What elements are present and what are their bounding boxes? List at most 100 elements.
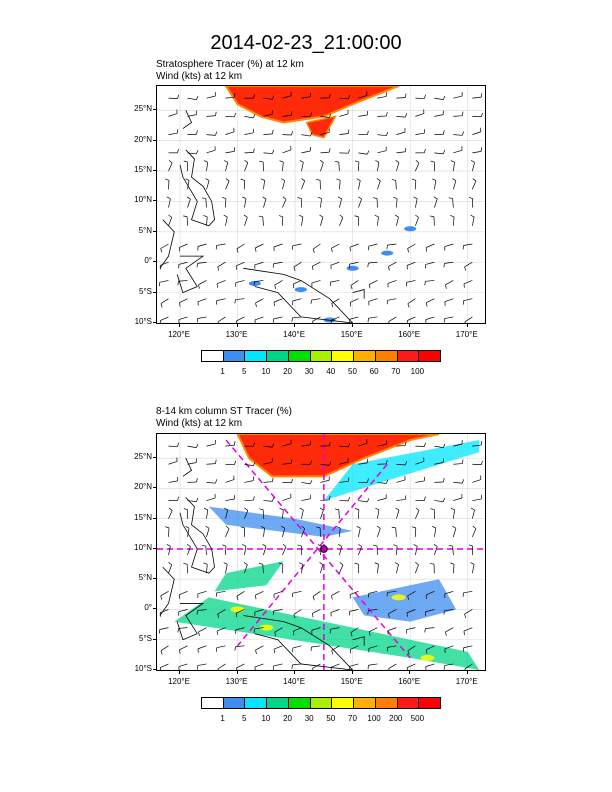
wind-barb-flag: [236, 320, 238, 323]
wind-barb: [179, 645, 188, 651]
wind-barb: [396, 499, 406, 501]
wind-barb: [244, 132, 254, 135]
wind-barb-flag: [272, 149, 275, 154]
wind-barb: [206, 115, 216, 117]
wind-barb: [320, 499, 330, 501]
wind-barb-flag: [480, 441, 483, 446]
wind-barb: [396, 198, 398, 208]
wind-barb-flag: [255, 302, 257, 307]
panel2-title-line2: Wind (kts) at 12 km: [156, 418, 243, 429]
x-tick-label: 170°E: [455, 330, 478, 339]
wind-barb: [301, 216, 304, 226]
y-tick-mark: [153, 200, 157, 202]
wind-barb-flag: [253, 281, 255, 286]
wind-barb: [330, 663, 340, 668]
wind-barb: [273, 609, 283, 612]
wind-barb-flag: [223, 562, 228, 565]
wind-barb: [434, 462, 444, 465]
wind-barb: [377, 162, 380, 172]
wind-barb: [339, 480, 349, 483]
wind-barb: [472, 528, 477, 538]
x-tick-label: 120°E: [168, 677, 190, 686]
wind-barb: [244, 217, 248, 226]
wind-barb-flag: [394, 214, 399, 218]
wind-barb: [339, 113, 349, 117]
wind-barb: [415, 198, 418, 208]
wind-barb-flag: [386, 592, 388, 597]
wind-barb-flag: [203, 215, 208, 218]
wind-barb: [312, 243, 321, 250]
wind-barb: [262, 564, 264, 574]
wind-barb-flag: [354, 160, 359, 163]
wind-barb-flag: [376, 525, 381, 529]
wind-barb: [282, 509, 284, 519]
wind-barb-flag: [310, 460, 312, 465]
wind-barb: [217, 261, 226, 268]
wind-barb-flag: [354, 215, 359, 218]
colorbar-swatch: [332, 351, 355, 361]
tracer-band: [323, 440, 480, 501]
wind-barb: [434, 152, 444, 155]
wind-barb-flag: [260, 178, 265, 181]
wind-barb: [282, 528, 286, 537]
wind-barb: [445, 280, 454, 286]
wind-barb: [301, 96, 311, 99]
wind-barb-flag: [404, 495, 407, 500]
wind-barb-flag: [386, 479, 389, 484]
wind-barb: [244, 564, 248, 574]
wind-barb: [273, 645, 283, 650]
wind-barb: [472, 162, 475, 172]
wind-barb: [350, 280, 359, 286]
y-tick-label: 0°: [144, 256, 152, 266]
wind-barb: [244, 116, 254, 119]
wind-barb-flag: [309, 480, 313, 485]
wind-barb: [349, 316, 359, 320]
wind-barb-flag: [291, 131, 293, 136]
y-tick-label: 5°S: [139, 633, 152, 643]
wind-barb: [426, 298, 435, 304]
wind-barb: [396, 479, 406, 483]
wind-barb-flag: [329, 461, 332, 466]
wind-barb: [301, 134, 311, 137]
wind-barb: [263, 113, 273, 117]
wind-barb: [311, 298, 321, 301]
wind-barb-flag: [442, 95, 446, 100]
wind-barb: [445, 627, 454, 633]
wind-barb: [415, 546, 418, 556]
wind-barb: [255, 645, 264, 651]
wind-barb: [159, 261, 169, 266]
wind-barb: [396, 151, 406, 154]
wind-barb: [434, 198, 438, 208]
y-tick-label: 10°N: [134, 542, 152, 552]
colorbar-swatch: [223, 351, 246, 361]
wind-barb: [216, 280, 226, 285]
wind-barb-flag: [425, 247, 428, 252]
wind-barb: [407, 316, 416, 321]
wind-barb: [358, 500, 368, 503]
wind-barb: [225, 180, 230, 190]
wind-barb: [453, 564, 455, 574]
wind-barb: [369, 280, 378, 285]
wind-barb: [415, 564, 419, 574]
tracer-plume: [224, 86, 400, 124]
wind-barb-flag: [424, 628, 426, 633]
y-tick-label: 25°N: [134, 452, 152, 462]
wind-barb: [339, 546, 342, 556]
wind-barb: [407, 663, 416, 668]
wind-barb: [235, 298, 245, 300]
wind-barb: [407, 591, 416, 597]
wind-barb-flag: [253, 496, 255, 501]
y-tick-mark: [153, 230, 157, 232]
colorbar-swatch: [267, 698, 289, 708]
wind-barb-flag: [319, 160, 324, 163]
wind-barb-flag: [178, 247, 181, 252]
wind-barb-flag: [407, 303, 410, 308]
wind-barb: [406, 261, 416, 266]
y-tick-mark: [153, 578, 157, 580]
wind-barb: [160, 243, 169, 249]
wind-barb-flag: [480, 460, 483, 465]
wind-barb: [312, 261, 321, 267]
wind-barb: [273, 591, 283, 595]
colorbar-label: 50: [348, 367, 357, 376]
wind-barb-flag: [253, 628, 255, 633]
